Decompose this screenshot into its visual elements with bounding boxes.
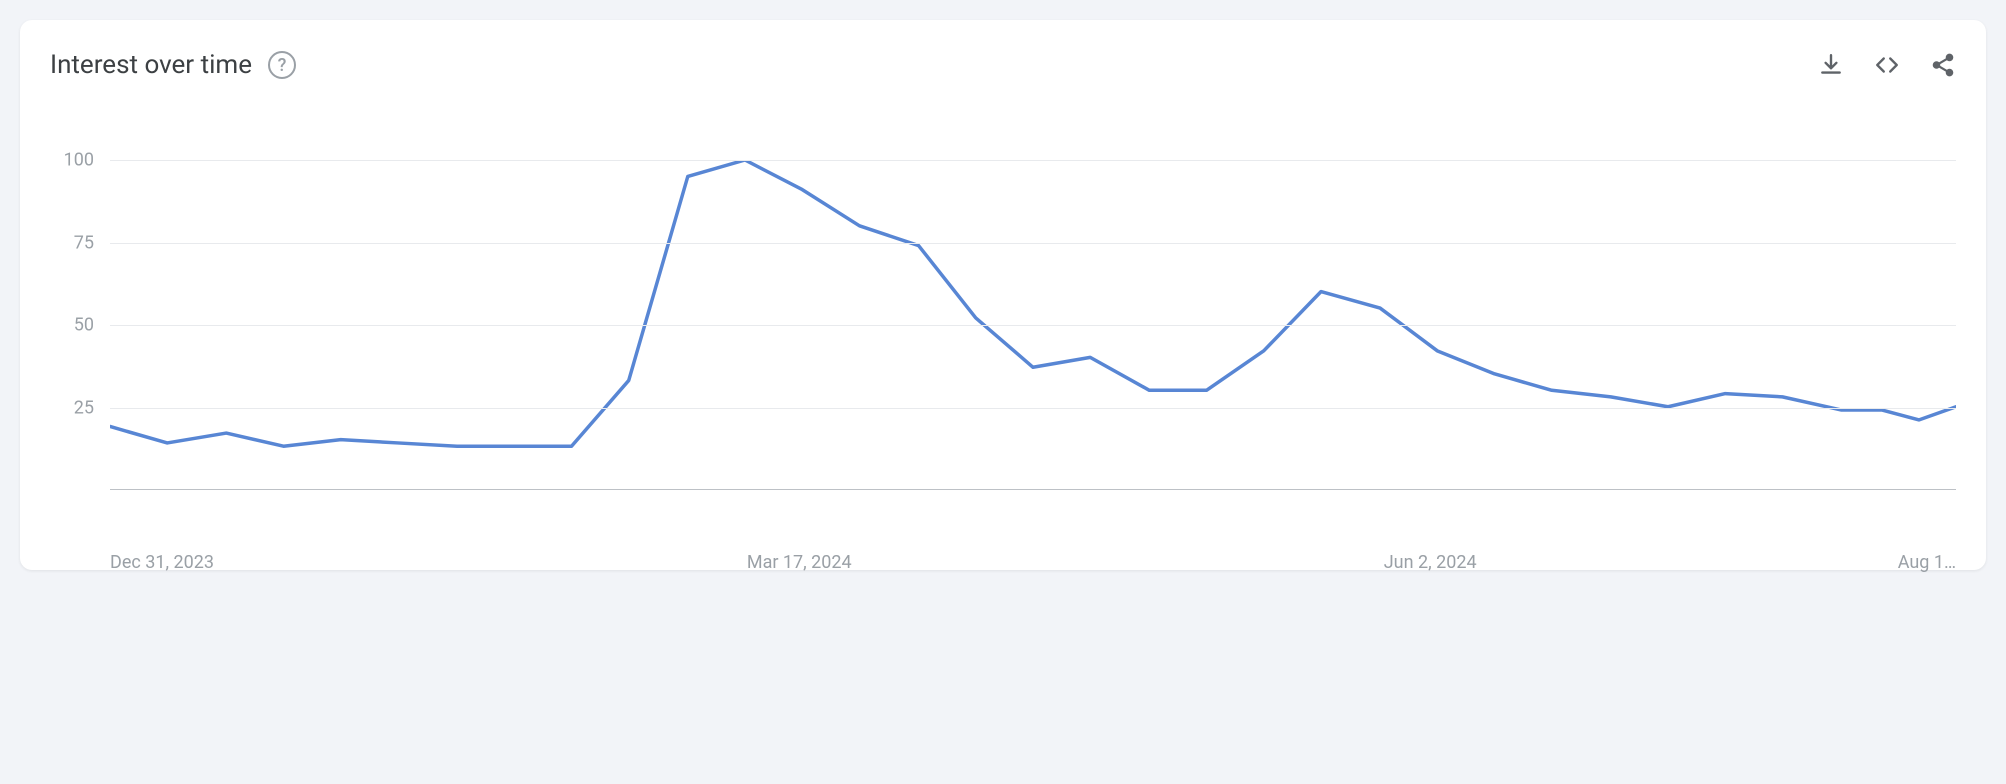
x-tick-label: Aug 1… — [1898, 552, 1956, 573]
help-icon[interactable]: ? — [268, 51, 296, 79]
x-tick-label: Mar 17, 2024 — [747, 552, 852, 573]
y-tick-label: 100 — [64, 150, 94, 171]
x-tick-label: Jun 2, 2024 — [1384, 552, 1477, 573]
download-icon[interactable] — [1818, 52, 1844, 78]
y-tick-label: 75 — [74, 232, 94, 253]
gridline — [110, 325, 1956, 326]
x-tick-label: Dec 31, 2023 — [110, 552, 214, 573]
chart-title: Interest over time — [50, 50, 252, 80]
plot-area — [110, 160, 1956, 490]
gridline — [110, 160, 1956, 161]
gridline — [110, 243, 1956, 244]
share-icon[interactable] — [1930, 52, 1956, 78]
header-actions — [1818, 52, 1956, 78]
chart-card: Interest over time ? — [20, 20, 1986, 570]
embed-icon[interactable] — [1874, 52, 1900, 78]
trend-line — [110, 160, 1956, 446]
y-tick-label: 25 — [74, 397, 94, 418]
x-axis: Dec 31, 2023 Mar 17, 2024 Jun 2, 2024 Aug 1… — [110, 552, 1956, 582]
title-group: Interest over time ? — [50, 50, 296, 80]
gridline — [110, 408, 1956, 409]
y-tick-label: 50 — [74, 315, 94, 336]
y-axis: 255075100 — [50, 160, 110, 540]
chart-inner: 255075100 — [50, 160, 1956, 540]
chart-container: 255075100 Dec 31, 2023Mar 17, 2024Jun 2,… — [50, 160, 1956, 540]
card-header: Interest over time ? — [50, 50, 1956, 80]
